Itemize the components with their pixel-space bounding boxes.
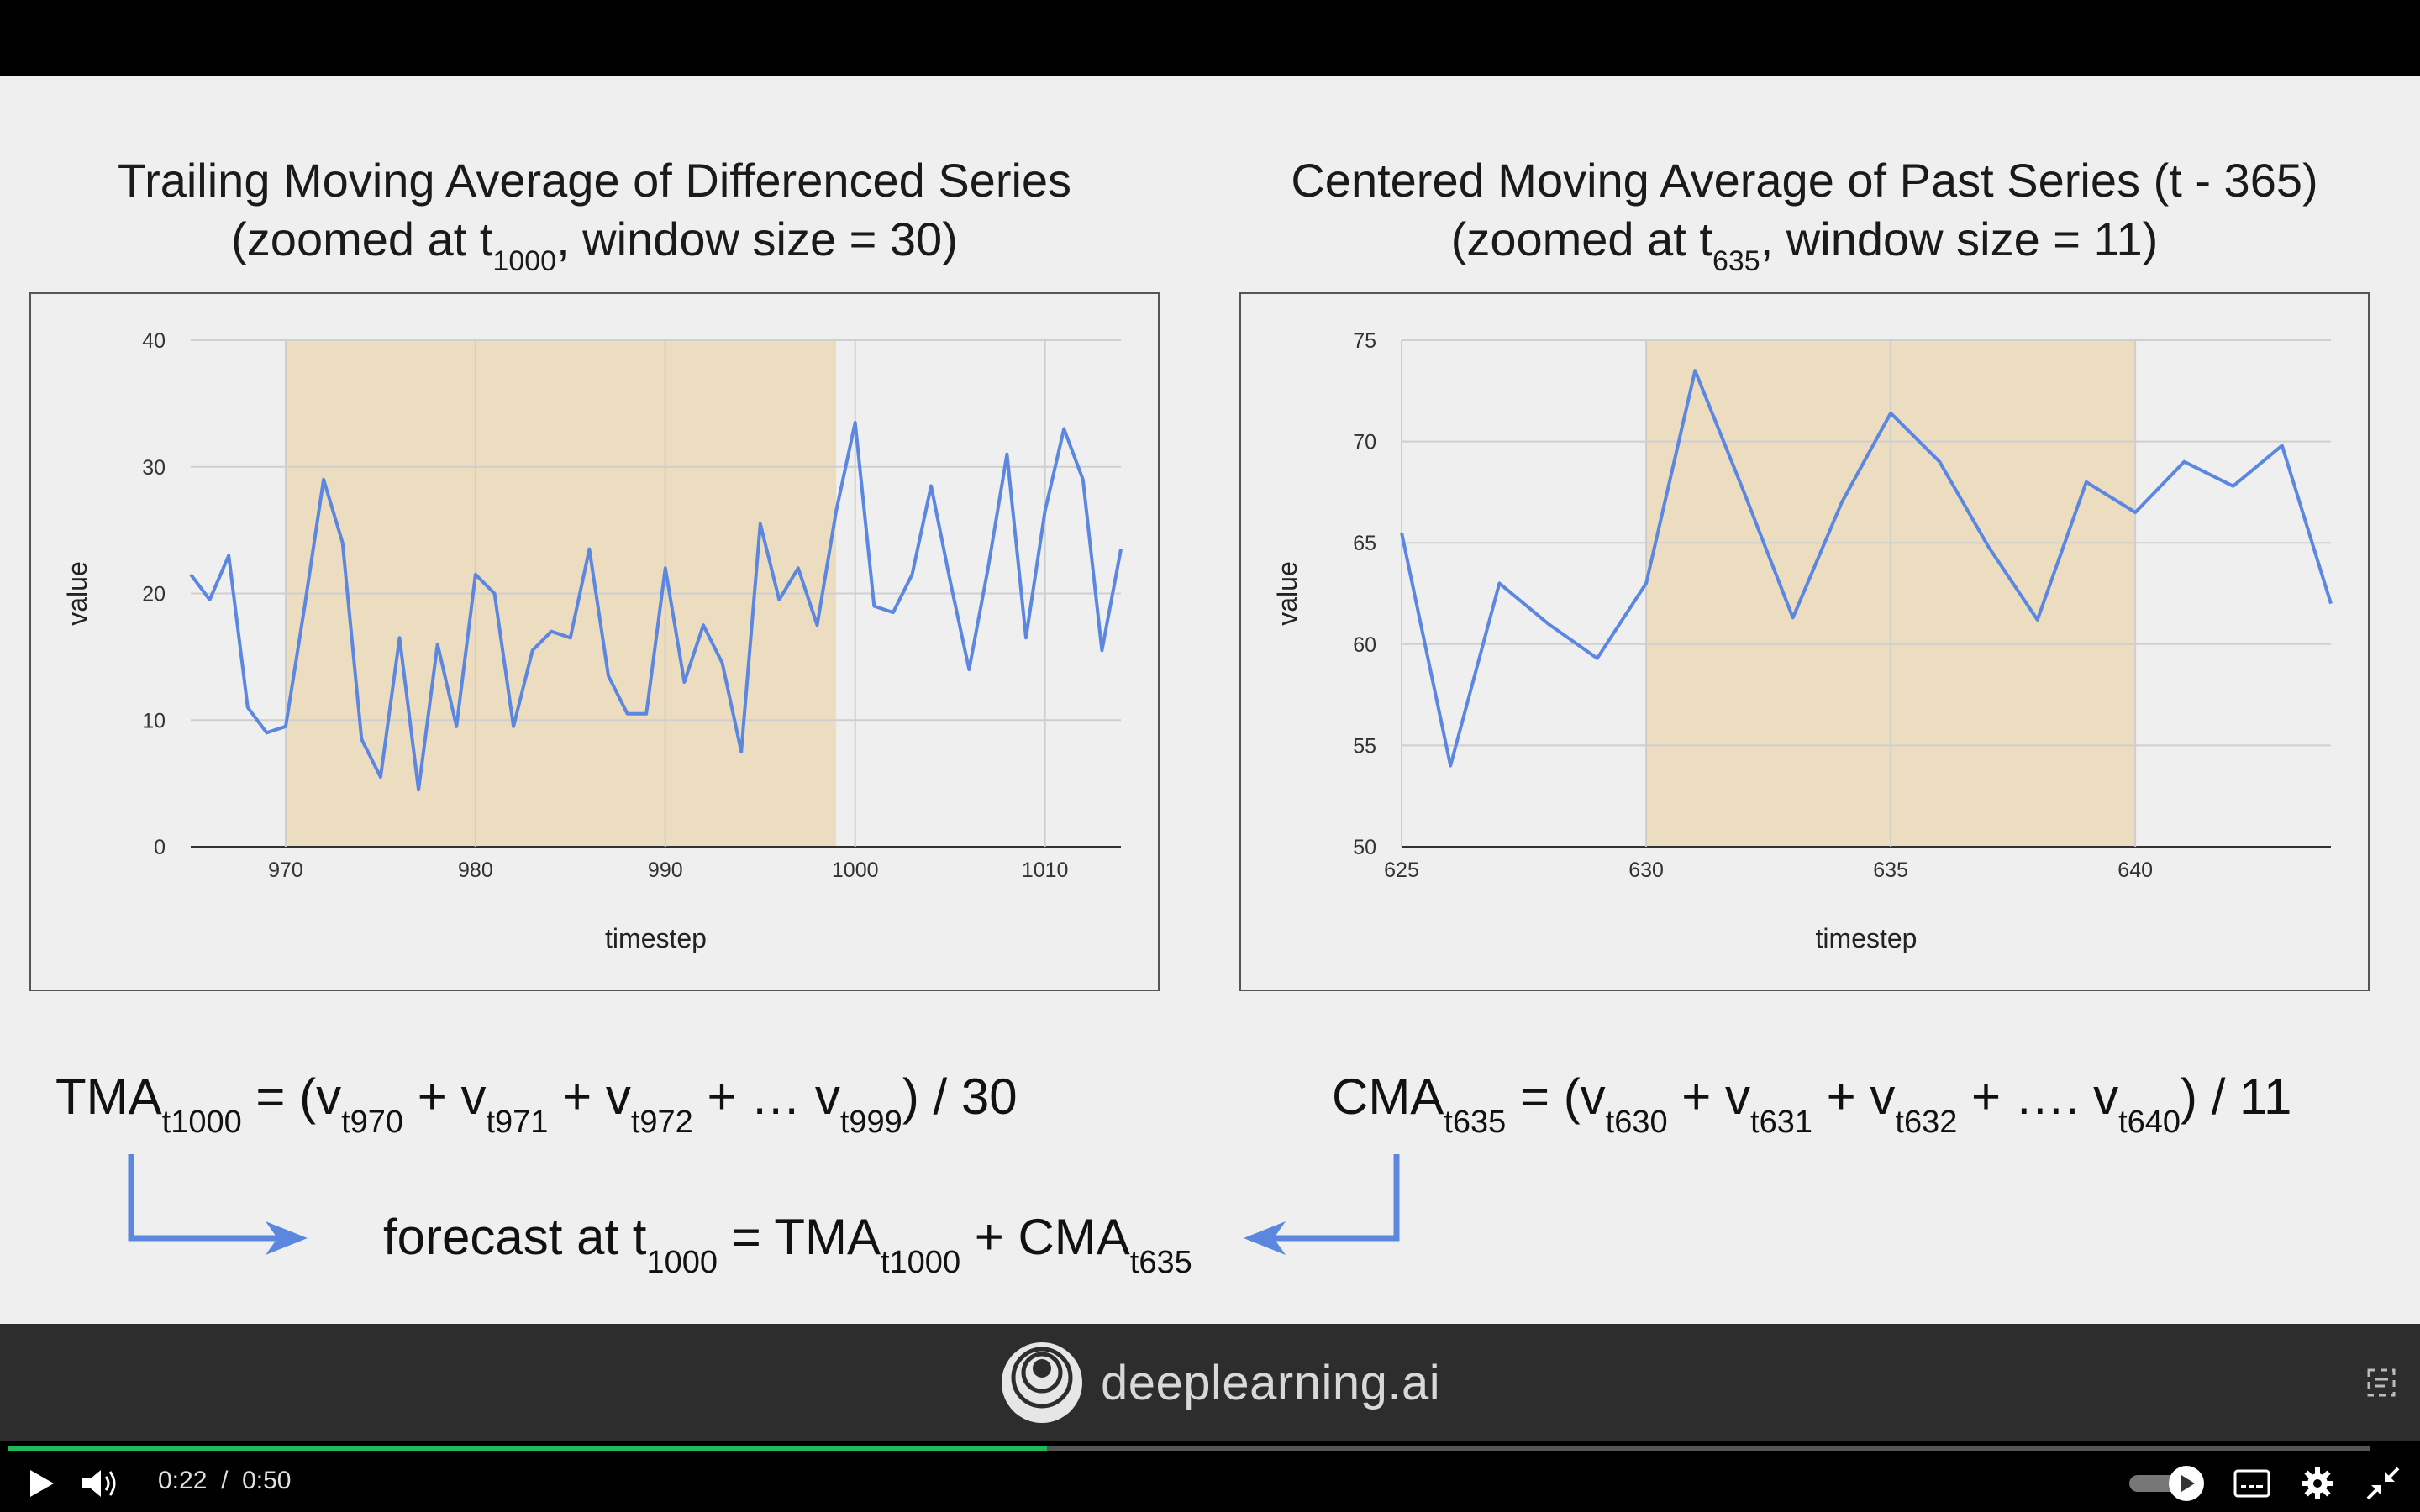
transcript-icon[interactable] [2366, 1368, 2396, 1398]
video-controls: 0:22 / 0:50 [0, 1441, 2420, 1512]
x-axis-label: timestep [605, 923, 707, 953]
series-line [189, 421, 1123, 792]
y-tick-label: 75 [1353, 329, 1376, 353]
deeplearning-logo-icon [1002, 1342, 1082, 1423]
progress-fill [8, 1446, 1048, 1451]
y-tick-label: 60 [1353, 633, 1376, 657]
left-chart-panel: 0 10 20 30 40 970 980 990 1000 1010 timestep value [29, 292, 1160, 991]
brand-name: deeplearning.ai [1101, 1355, 1441, 1410]
y-tick-label: 65 [1353, 532, 1376, 555]
x-axis-label: timestep [1816, 923, 1918, 953]
y-tick-label: 40 [142, 329, 166, 353]
left-arrow-icon [128, 1154, 308, 1255]
x-tick-label: 1000 [832, 858, 879, 882]
x-tick-label: 970 [268, 858, 303, 882]
x-tick-label: 980 [458, 858, 493, 882]
current-time: 0:22 [158, 1467, 208, 1494]
y-tick-label: 70 [1353, 431, 1376, 454]
y-tick-label: 10 [142, 709, 166, 732]
time-display: 0:22 / 0:50 [158, 1467, 292, 1494]
series-line [1400, 369, 2333, 768]
y-tick-label: 55 [1353, 734, 1376, 758]
x-tick-label: 640 [2118, 858, 2153, 882]
right-arrow-icon [1244, 1154, 1400, 1255]
right-chart-title-line2: (zoomed at t635, window size = 11) [1450, 213, 2159, 277]
y-tick-label: 20 [142, 583, 166, 606]
cma-formula: CMAt635 = (vt630 + vt631 + vt632 + …. vt… [1332, 1068, 2292, 1140]
right-chart-title-line1: Centered Moving Average of Past Series (… [1291, 154, 2318, 207]
left-chart-title-line2: (zoomed at t1000, window size = 30) [231, 213, 958, 277]
x-tick-label: 630 [1628, 858, 1664, 882]
left-chart-title-line1: Trailing Moving Average of Differenced S… [117, 154, 1072, 207]
x-tick-label: 990 [648, 858, 683, 882]
y-tick-label: 30 [142, 456, 166, 480]
duration: 0:50 [242, 1467, 292, 1494]
play-icon[interactable] [25, 1467, 59, 1500]
autoplay-toggle[interactable] [2126, 1463, 2210, 1504]
brand-logo: deeplearning.ai [1000, 1339, 1440, 1426]
right-chart-panel: 50 55 60 65 70 75 625 630 635 640 timestep value [1239, 292, 2370, 991]
right-chart-svg: 50 55 60 65 70 75 625 630 635 640 timestep value [1272, 329, 2333, 953]
progress-bar[interactable] [8, 1446, 2370, 1451]
forecast-formula: forecast at t1000 = TMAt1000 + CMAt635 [383, 1209, 1192, 1280]
lecture-slide: Trailing Moving Average of Differenced S… [0, 76, 2420, 1324]
x-tick-label: 635 [1873, 858, 1908, 882]
exit-fullscreen-icon[interactable] [2366, 1467, 2400, 1500]
y-tick-label: 0 [154, 836, 166, 859]
volume-icon[interactable] [81, 1467, 119, 1500]
subtitles-icon[interactable] [2233, 1468, 2270, 1499]
right-chart-title: Centered Moving Average of Past Series (… [1235, 151, 2374, 277]
tma-formula: TMAt1000 = (vt970 + vt971 + vt972 + … vt… [55, 1068, 1018, 1140]
y-axis-label: value [1272, 561, 1302, 626]
x-tick-label: 1010 [1022, 858, 1069, 882]
left-chart-svg: 0 10 20 30 40 970 980 990 1000 1010 timestep value [62, 329, 1123, 953]
left-chart-title: Trailing Moving Average of Differenced S… [25, 151, 1164, 277]
y-axis-label: value [62, 561, 92, 626]
brand-bar: deeplearning.ai [0, 1324, 2420, 1441]
x-tick-label: 625 [1384, 858, 1419, 882]
settings-gear-icon[interactable] [2301, 1467, 2334, 1500]
y-tick-label: 50 [1353, 836, 1376, 859]
